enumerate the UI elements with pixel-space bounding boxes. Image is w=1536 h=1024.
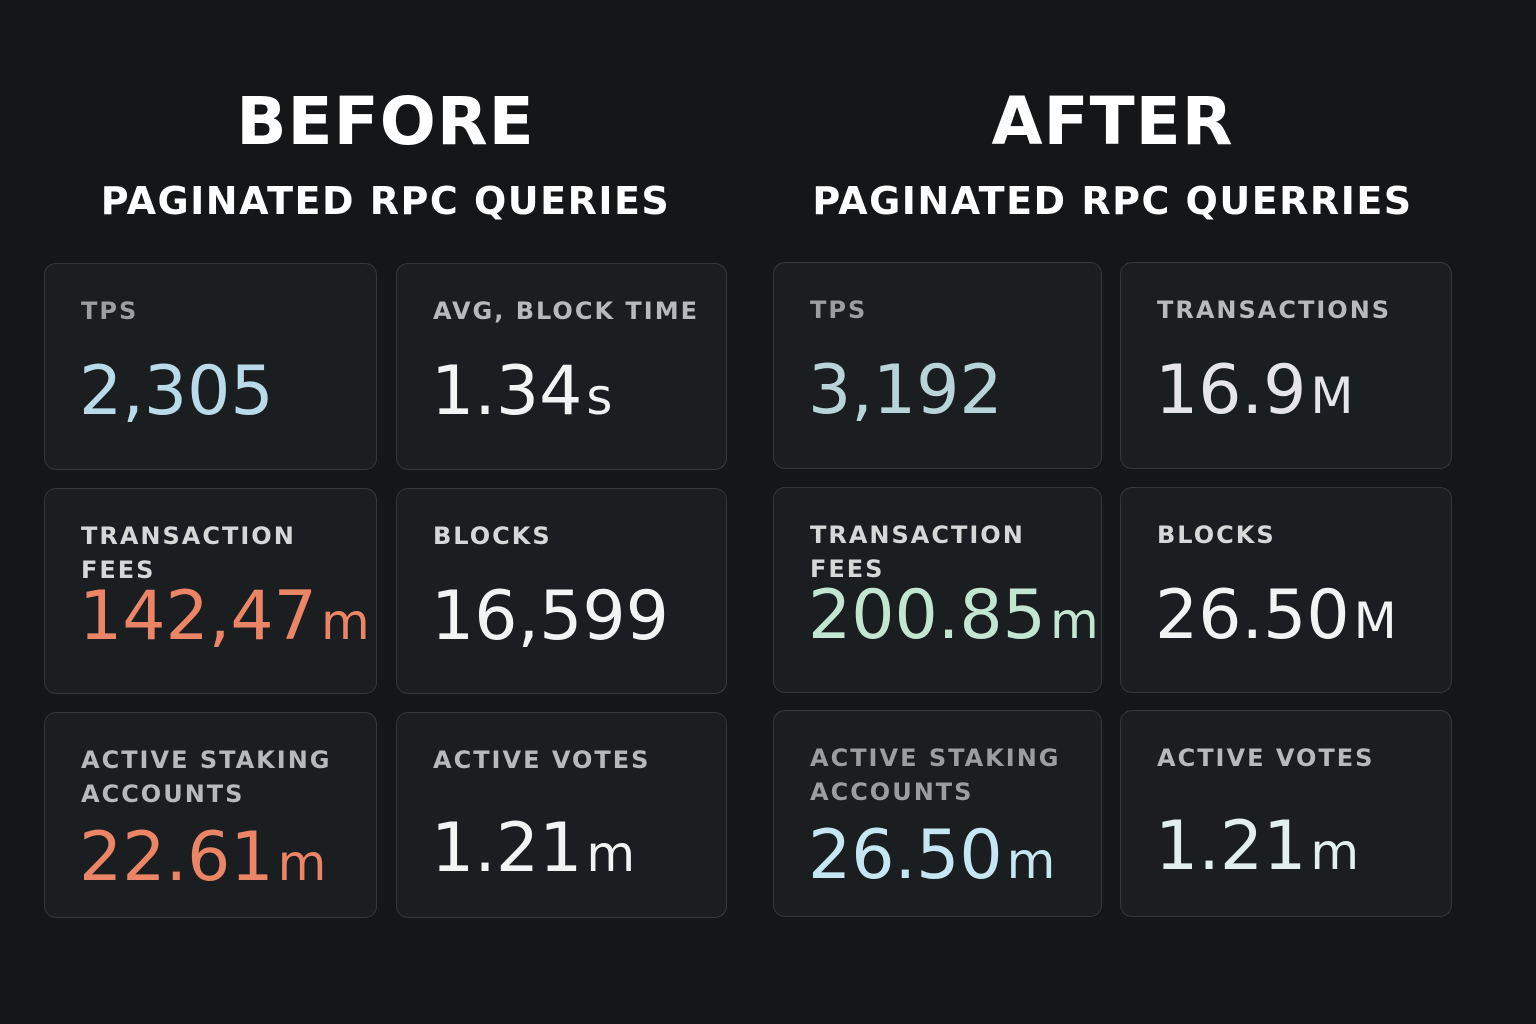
after-blocks-label: BLOCKS: [1157, 521, 1276, 549]
before-tps-value: 2,305: [79, 352, 274, 431]
before-blocks-label: BLOCKS: [433, 522, 552, 550]
after-transactions-value: 16.9M: [1155, 351, 1354, 430]
after-card-tps: TPS 3,192: [773, 262, 1102, 469]
after-panel: AFTER PAGINATED RPC QUERRIES TPS 3,192 T…: [773, 0, 1452, 1024]
after-transaction-fees-value: 200.85m: [808, 576, 1099, 655]
after-card-blocks: BLOCKS 26.50M: [1120, 487, 1452, 693]
before-transaction-fees-value: 142,47m: [79, 577, 370, 656]
after-subheading: PAGINATED RPC QUERRIES: [812, 179, 1413, 223]
after-card-active-votes: ACTIVE VOTES 1.21m: [1120, 710, 1452, 917]
before-card-tps: TPS 2,305: [44, 263, 377, 470]
before-card-active-votes: ACTIVE VOTES 1.21m: [396, 712, 727, 918]
before-subheading: PAGINATED RPC QUERIES: [100, 179, 671, 223]
after-active-staking-accounts-value: 26.50m: [808, 816, 1056, 895]
before-active-staking-accounts-value: 22.61m: [79, 818, 327, 897]
before-transaction-fees-label: TRANSACTION FEES: [81, 522, 296, 584]
after-tps-value: 3,192: [808, 351, 1003, 430]
after-active-votes-value: 1.21m: [1155, 807, 1360, 886]
before-active-votes-label: ACTIVE VOTES: [433, 746, 651, 774]
before-panel: BEFORE PAGINATED RPC QUERIES TPS 2,305 A…: [44, 0, 727, 1024]
before-card-blocks: BLOCKS 16,599: [396, 488, 727, 694]
after-transaction-fees-label: TRANSACTION FEES: [810, 521, 1025, 583]
after-card-active-staking-accounts: ACTIVE STAKING ACCOUNTS 26.50m: [773, 710, 1102, 917]
before-card-transaction-fees: TRANSACTION FEES 142,47m: [44, 488, 377, 694]
before-avg-block-time-label: AVG, BLOCK TIME: [433, 297, 699, 325]
after-active-votes-label: ACTIVE VOTES: [1157, 744, 1375, 772]
after-tps-label: TPS: [810, 296, 868, 324]
before-active-votes-value: 1.21m: [431, 809, 636, 888]
after-blocks-value: 26.50M: [1155, 576, 1397, 655]
after-card-transaction-fees: TRANSACTION FEES 200.85m: [773, 487, 1102, 693]
after-heading: AFTER: [991, 83, 1234, 160]
before-card-avg-block-time: AVG, BLOCK TIME 1.34s: [396, 263, 727, 470]
before-avg-block-time-value: 1.34s: [431, 352, 613, 431]
before-active-staking-accounts-label: ACTIVE STAKING ACCOUNTS: [81, 746, 332, 808]
before-tps-label: TPS: [81, 297, 139, 325]
after-active-staking-accounts-label: ACTIVE STAKING ACCOUNTS: [810, 744, 1061, 806]
before-card-active-staking-accounts: ACTIVE STAKING ACCOUNTS 22.61m: [44, 712, 377, 918]
after-card-transactions: TRANSACTIONS 16.9M: [1120, 262, 1452, 469]
before-blocks-value: 16,599: [431, 577, 669, 656]
before-heading: BEFORE: [236, 83, 535, 160]
after-transactions-label: TRANSACTIONS: [1157, 296, 1392, 324]
